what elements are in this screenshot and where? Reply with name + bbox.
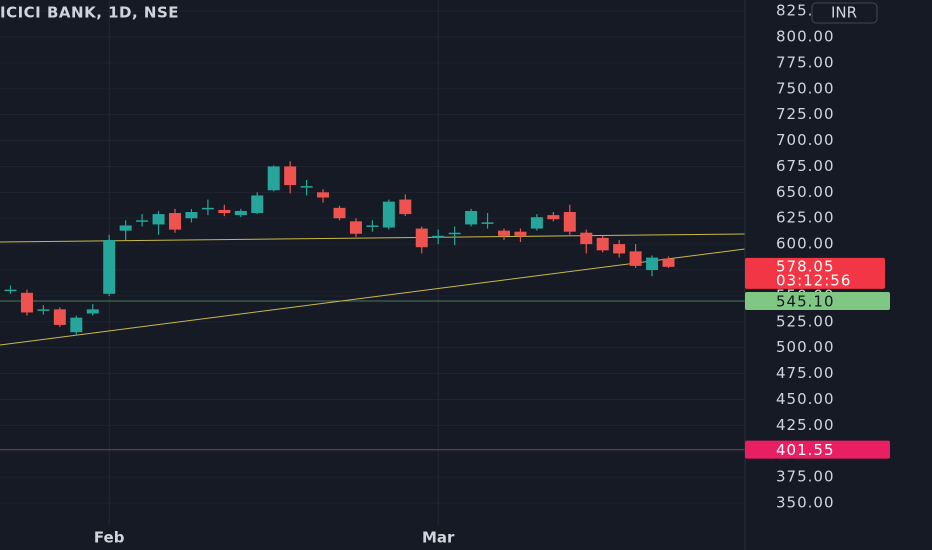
y-tick-label: 725.00 xyxy=(776,105,835,123)
y-tick-label: 750.00 xyxy=(776,79,835,97)
candle-body xyxy=(415,228,428,248)
candle-body xyxy=(481,222,494,224)
candle-body xyxy=(432,235,445,238)
candle-body xyxy=(37,309,50,311)
candle-body xyxy=(448,232,461,235)
candle-body xyxy=(596,237,609,251)
candle-body xyxy=(119,225,132,231)
currency-badge[interactable] xyxy=(811,2,878,24)
price-label: 401.55 xyxy=(776,441,835,459)
candle-body xyxy=(349,221,362,234)
candle-body xyxy=(646,257,659,271)
candle-body xyxy=(465,210,478,225)
candle-body xyxy=(251,195,264,214)
countdown: 03:12:56 xyxy=(776,271,851,289)
y-tick-label: 500.00 xyxy=(776,338,835,356)
y-tick-label: 775.00 xyxy=(776,53,835,71)
candle-body xyxy=(514,231,527,236)
candle-body xyxy=(317,192,330,198)
candle-body xyxy=(4,289,17,292)
candle-body xyxy=(613,244,626,254)
y-tick-label: 800.00 xyxy=(776,27,835,45)
trend-line xyxy=(0,233,746,243)
candle-body xyxy=(218,209,231,214)
candle-body xyxy=(169,213,181,230)
candle-body xyxy=(284,166,297,186)
y-tick-label: 675.00 xyxy=(776,157,835,175)
candle-body xyxy=(136,220,149,222)
y-tick-label: 375.00 xyxy=(776,468,835,486)
candle-body xyxy=(580,232,593,245)
y-tick-label: 700.00 xyxy=(776,131,835,149)
y-tick-label: 425.00 xyxy=(776,416,835,434)
y-tick-label: 600.00 xyxy=(776,235,835,253)
price-label-box xyxy=(745,440,890,459)
price-label: 545.10 xyxy=(776,292,835,310)
candle-body xyxy=(103,239,116,294)
last-price-label: 578.05 xyxy=(776,257,835,275)
candle-body xyxy=(530,217,543,229)
chart-title: ICICI BANK, 1D, NSE xyxy=(0,4,179,22)
candle-body xyxy=(399,199,412,215)
candle-body xyxy=(20,292,33,313)
candle-body xyxy=(300,186,313,188)
price-axis: 350.00375.00400.00425.00450.00475.00500.… xyxy=(94,2,890,547)
candle-body xyxy=(201,207,214,210)
candle-body xyxy=(629,251,642,266)
candle-body xyxy=(185,212,198,219)
y-tick-label: 625.00 xyxy=(776,209,835,227)
candle-body xyxy=(70,317,83,333)
x-tick-label: Feb xyxy=(94,529,125,547)
candle-body xyxy=(382,201,395,228)
plot xyxy=(0,161,746,451)
candle-body xyxy=(563,212,576,232)
y-tick-label: 525.00 xyxy=(776,312,835,330)
candle-body xyxy=(152,214,165,225)
y-tick-label: 650.00 xyxy=(776,183,835,201)
candle-body xyxy=(547,215,560,220)
candle-body xyxy=(366,225,379,227)
candle-body xyxy=(86,309,99,314)
candle-body xyxy=(333,207,346,219)
currency[interactable]: INR xyxy=(831,4,857,22)
trend-line xyxy=(0,248,746,346)
candle-body xyxy=(234,210,247,216)
candle-body xyxy=(267,166,280,191)
last-price-box xyxy=(745,257,885,289)
candle-body xyxy=(53,309,66,325)
y-tick-label: 475.00 xyxy=(776,364,835,382)
candle-body xyxy=(662,258,675,267)
x-tick-label: Mar xyxy=(422,529,455,547)
price-label-box xyxy=(745,291,890,310)
candle-body xyxy=(498,230,510,236)
y-tick-label: 350.00 xyxy=(776,494,835,512)
y-tick-label: 450.00 xyxy=(776,390,835,408)
